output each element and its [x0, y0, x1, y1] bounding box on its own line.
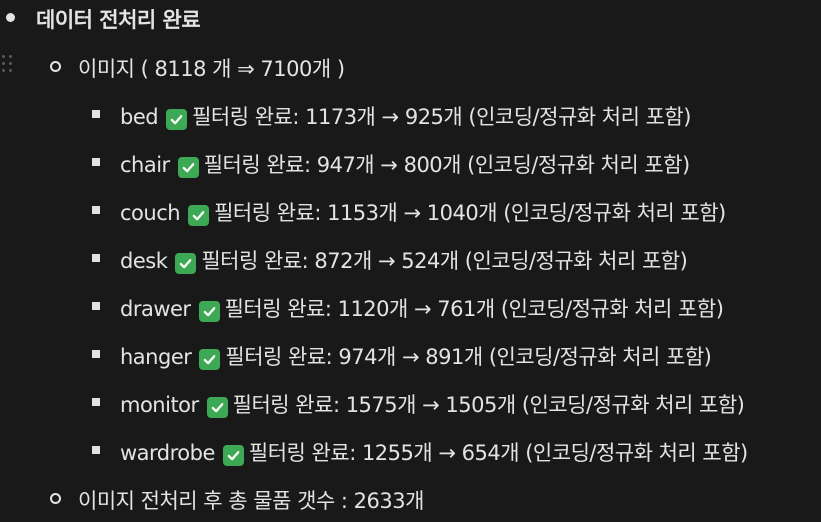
category-line: bed 필터링 완료: 1173개 → 925개 (인코딩/정규화 처리 포함): [120, 101, 691, 131]
list-item-category: monitor 필터링 완료: 1575개 → 1505개 (인코딩/정규화 처리…: [0, 378, 821, 426]
bullet-square-icon: [92, 110, 100, 118]
list-item-category: chair 필터링 완료: 947개 → 800개 (인코딩/정규화 처리 포함): [0, 138, 821, 186]
list-item-category: wardrobe 필터링 완료: 1255개 → 654개 (인코딩/정규화 처리…: [0, 426, 821, 474]
bullet-circle-icon: [50, 493, 61, 504]
bullet-circle-icon: [50, 61, 61, 72]
category-detail: 필터링 완료: 872개 → 524개 (인코딩/정규화 처리 포함): [201, 249, 688, 273]
check-mark-button-icon: [177, 157, 199, 178]
check-mark-button-icon: [175, 253, 197, 274]
check-mark-button-icon: [222, 445, 244, 466]
bullet-square-icon: [92, 206, 100, 214]
bullet-square-icon: [92, 398, 100, 406]
list-item-category: bed 필터링 완료: 1173개 → 925개 (인코딩/정규화 처리 포함): [0, 90, 821, 138]
category-line: wardrobe 필터링 완료: 1255개 → 654개 (인코딩/정규화 처리…: [120, 437, 748, 467]
bullet-disc-icon: [6, 13, 15, 22]
category-detail: 필터링 완료: 1153개 → 1040개 (인코딩/정규화 처리 포함): [214, 201, 726, 225]
bullet-square-icon: [92, 158, 100, 166]
list-item-category: couch 필터링 완료: 1153개 → 1040개 (인코딩/정규화 처리 포…: [0, 186, 821, 234]
category-name: bed: [120, 105, 159, 129]
check-mark-button-icon: [188, 205, 210, 226]
bullet-square-icon: [92, 446, 100, 454]
category-name: couch: [120, 201, 181, 225]
check-mark-button-icon: [198, 301, 220, 322]
category-detail: 필터링 완료: 947개 → 800개 (인코딩/정규화 처리 포함): [203, 153, 690, 177]
category-name: hanger: [120, 345, 192, 369]
category-line: monitor 필터링 완료: 1575개 → 1505개 (인코딩/정규화 처리…: [120, 389, 745, 419]
list-item-category: hanger 필터링 완료: 974개 → 891개 (인코딩/정규화 처리 포함…: [0, 330, 821, 378]
category-name: monitor: [120, 393, 199, 417]
total-line-text: 이미지 전처리 후 총 물품 갯수 : 2633개: [78, 489, 424, 513]
list-item-category: drawer 필터링 완료: 1120개 → 761개 (인코딩/정규화 처리 포…: [0, 282, 821, 330]
drag-handle-icon[interactable]: [2, 55, 14, 75]
category-line: drawer 필터링 완료: 1120개 → 761개 (인코딩/정규화 처리 포…: [120, 293, 724, 323]
list-item-heading: 데이터 전처리 완료: [0, 0, 821, 36]
category-name: desk: [120, 249, 168, 273]
category-line: chair 필터링 완료: 947개 → 800개 (인코딩/정규화 처리 포함): [120, 149, 690, 179]
category-detail: 필터링 완료: 974개 → 891개 (인코딩/정규화 처리 포함): [225, 345, 712, 369]
category-detail: 필터링 완료: 1173개 → 925개 (인코딩/정규화 처리 포함): [192, 105, 691, 129]
list-item-category: desk 필터링 완료: 872개 → 524개 (인코딩/정규화 처리 포함): [0, 234, 821, 282]
list-item-images: 이미지 ( 8118 개 ⇒ 7100개 ): [0, 42, 821, 90]
category-line: hanger 필터링 완료: 974개 → 891개 (인코딩/정규화 처리 포함…: [120, 341, 712, 371]
category-line: desk 필터링 완료: 872개 → 524개 (인코딩/정규화 처리 포함): [120, 245, 688, 275]
category-name: chair: [120, 153, 170, 177]
category-detail: 필터링 완료: 1575개 → 1505개 (인코딩/정규화 처리 포함): [232, 393, 745, 417]
images-line-text: 이미지 ( 8118 개 ⇒ 7100개 ): [78, 57, 345, 81]
category-name: wardrobe: [120, 441, 215, 465]
list-item-total: 이미지 전처리 후 총 물품 갯수 : 2633개: [0, 474, 821, 522]
check-mark-button-icon: [166, 109, 188, 130]
category-name: drawer: [120, 297, 191, 321]
heading-text: 데이터 전처리 완료: [36, 8, 201, 32]
category-line: couch 필터링 완료: 1153개 → 1040개 (인코딩/정규화 처리 포…: [120, 197, 726, 227]
bullet-square-icon: [92, 350, 100, 358]
bullet-square-icon: [92, 302, 100, 310]
check-mark-button-icon: [206, 397, 228, 418]
category-detail: 필터링 완료: 1255개 → 654개 (인코딩/정규화 처리 포함): [248, 441, 748, 465]
bullet-square-icon: [92, 254, 100, 262]
category-detail: 필터링 완료: 1120개 → 761개 (인코딩/정규화 처리 포함): [224, 297, 724, 321]
check-mark-button-icon: [199, 349, 221, 370]
